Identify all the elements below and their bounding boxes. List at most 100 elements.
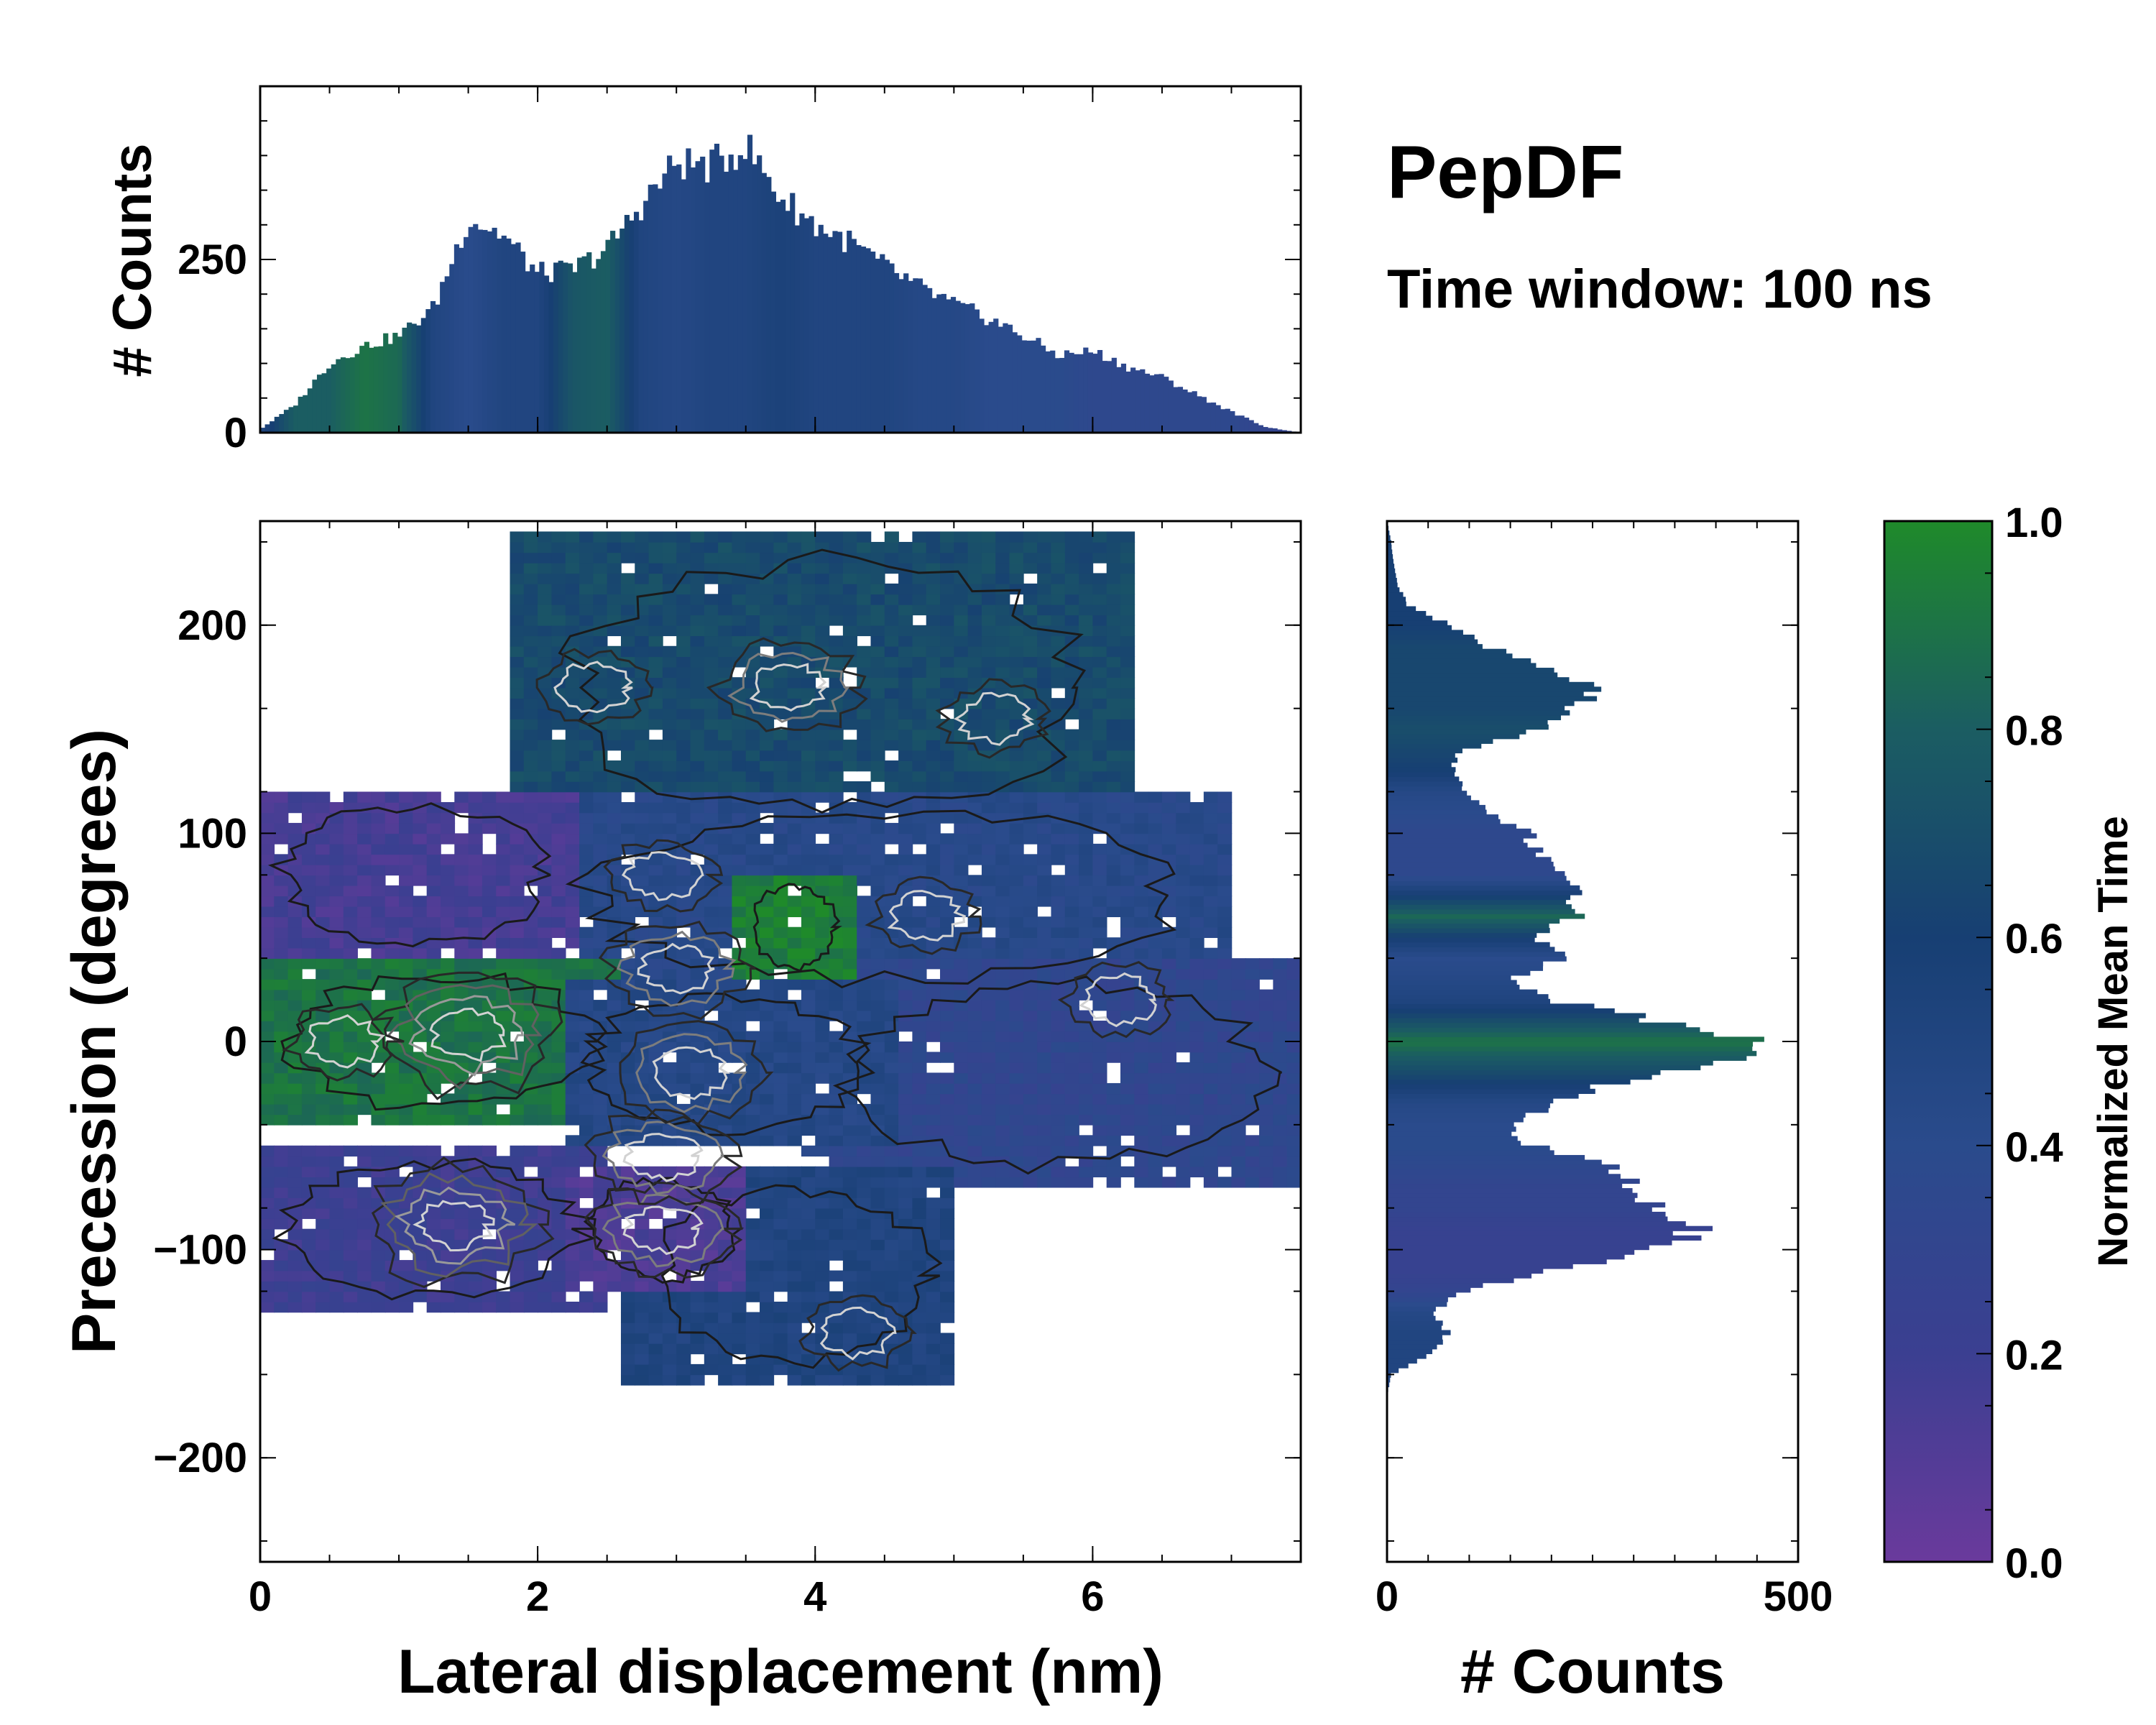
- heatmap-cell: [648, 719, 663, 730]
- heatmap-cell: [593, 604, 608, 616]
- heatmap-cell: [551, 1218, 566, 1230]
- heatmap-cell: [704, 719, 719, 730]
- x-marginal-bar: [775, 201, 781, 433]
- heatmap-cell: [857, 1239, 872, 1251]
- heatmap-cell: [745, 1228, 760, 1240]
- y-marginal-bar: [1387, 1230, 1673, 1236]
- heatmap-cell: [760, 1031, 775, 1042]
- heatmap-cell: [940, 781, 955, 793]
- heatmap-cell: [760, 1114, 775, 1126]
- heatmap-cell: [967, 562, 982, 574]
- heatmap-cell: [315, 1197, 331, 1209]
- heatmap-cell: [1051, 1177, 1066, 1188]
- heatmap-cell: [870, 1187, 885, 1198]
- heatmap-cell: [1189, 937, 1204, 949]
- heatmap-cell: [787, 781, 802, 793]
- heatmap-cell: [1134, 968, 1149, 980]
- heatmap-cell: [662, 1374, 677, 1386]
- y-marginal-bar: [1387, 1287, 1471, 1293]
- heatmap-cell: [857, 1218, 872, 1230]
- heatmap-cell: [690, 760, 705, 772]
- heatmap-cell: [538, 1031, 553, 1042]
- heatmap-cell: [662, 729, 677, 740]
- heatmap-cell: [315, 833, 331, 845]
- heatmap-cell: [829, 604, 844, 616]
- heatmap-cell: [760, 604, 775, 616]
- y-tick-label: −200: [153, 1435, 247, 1481]
- heatmap-cell: [1023, 833, 1038, 845]
- heatmap-cell: [1203, 822, 1218, 834]
- heatmap-cell: [1009, 875, 1024, 886]
- heatmap-cell: [301, 1093, 317, 1105]
- heatmap-cell: [1217, 854, 1233, 865]
- heatmap-cell: [760, 760, 775, 772]
- heatmap-cell: [981, 875, 997, 886]
- heatmap-cell: [274, 1052, 289, 1063]
- heatmap-cell: [912, 1353, 927, 1365]
- heatmap-cell: [315, 1031, 331, 1042]
- heatmap-cell: [1189, 1021, 1204, 1032]
- heatmap-cell: [343, 791, 358, 803]
- heatmap-cell: [357, 1218, 372, 1230]
- heatmap-cell: [995, 1052, 1010, 1063]
- heatmap-cell: [565, 958, 580, 970]
- heatmap-cell: [1092, 1062, 1107, 1074]
- x-marginal-bar: [459, 247, 464, 433]
- heatmap-cell: [940, 1343, 955, 1355]
- heatmap-cell: [1051, 781, 1066, 793]
- heatmap-cell: [482, 1302, 497, 1313]
- heatmap-cell: [565, 979, 580, 990]
- heatmap-cell: [829, 1197, 844, 1209]
- heatmap-cell: [1009, 1145, 1024, 1157]
- heatmap-cell: [510, 947, 525, 959]
- heatmap-cell: [1023, 1145, 1038, 1157]
- heatmap-cell: [343, 1010, 358, 1021]
- heatmap-cell: [384, 1281, 400, 1292]
- heatmap-cell: [1079, 1166, 1094, 1178]
- heatmap-cell: [912, 864, 927, 876]
- heatmap-cell: [815, 1124, 830, 1136]
- heatmap-cell: [607, 947, 622, 959]
- heatmap-cell: [842, 822, 857, 834]
- heatmap-cell: [343, 1197, 358, 1209]
- heatmap-cell: [579, 947, 594, 959]
- heatmap-cell: [704, 1343, 719, 1355]
- heatmap-cell: [898, 1353, 913, 1365]
- heatmap-cell: [329, 968, 344, 980]
- heatmap-cell: [690, 1052, 705, 1063]
- heatmap-cell: [704, 916, 719, 928]
- heatmap-cell: [413, 864, 428, 876]
- heatmap-cell: [857, 958, 872, 970]
- heatmap-cell: [1286, 1114, 1301, 1126]
- heatmap-cell: [1189, 885, 1204, 897]
- heatmap-cell: [371, 1072, 386, 1084]
- heatmap-cell: [870, 760, 885, 772]
- heatmap-cell: [301, 875, 317, 886]
- heatmap-cell: [565, 916, 580, 928]
- heatmap-cell: [912, 666, 927, 678]
- heatmap-cell: [815, 1021, 830, 1032]
- heatmap-cell: [454, 968, 469, 980]
- heatmap-cell: [829, 729, 844, 740]
- heatmap-cell: [912, 822, 927, 834]
- heatmap-cell: [815, 1197, 830, 1209]
- heatmap-cell: [912, 1041, 927, 1053]
- heatmap-cell: [981, 666, 997, 678]
- heatmap-cell: [801, 1228, 816, 1240]
- heatmap-cell: [829, 1249, 844, 1261]
- heatmap-cell: [718, 541, 733, 553]
- heatmap-cell: [523, 947, 538, 959]
- heatmap-cell: [801, 896, 816, 907]
- heatmap-cell: [1203, 1114, 1218, 1126]
- heatmap-cell: [579, 541, 594, 553]
- heatmap-cell: [870, 750, 885, 761]
- density-contour: [752, 883, 842, 972]
- heatmap-cell: [718, 1000, 733, 1011]
- heatmap-cell: [787, 625, 802, 637]
- heatmap-cell: [718, 1270, 733, 1282]
- x-marginal-bar: [477, 229, 483, 433]
- heatmap-cell: [1245, 1177, 1260, 1188]
- y-marginal-bar: [1387, 1131, 1512, 1137]
- heatmap-cell: [842, 645, 857, 658]
- heatmap-cell: [954, 666, 969, 678]
